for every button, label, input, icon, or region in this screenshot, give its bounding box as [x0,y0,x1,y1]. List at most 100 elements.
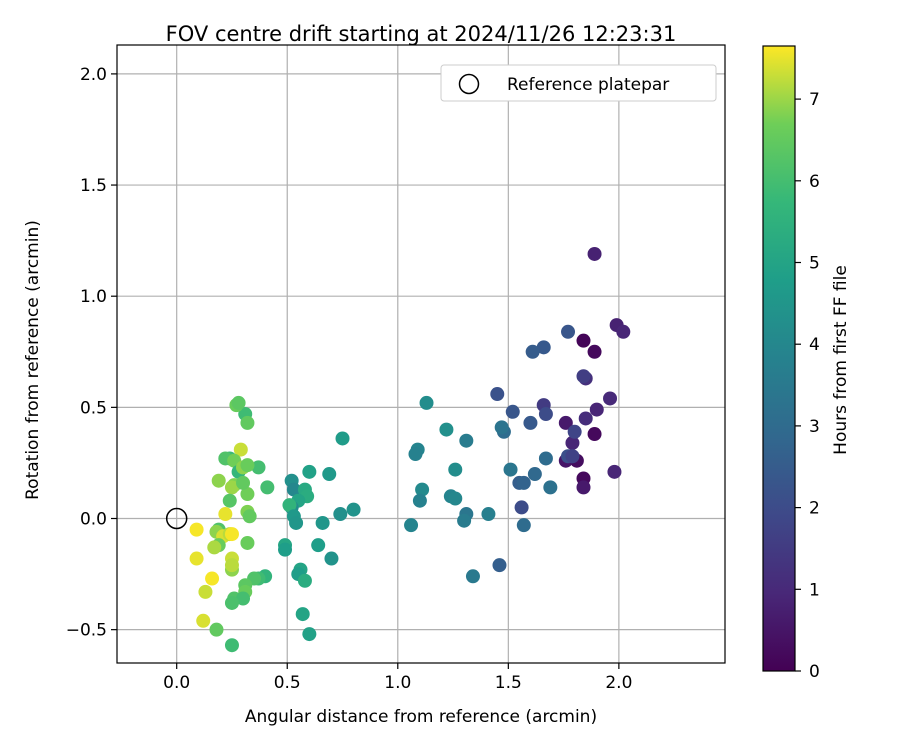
x-axis-ticks: 0.0 0.5 1.0 1.5 2.0 [163,663,632,693]
scatter-point [505,404,520,419]
legend-label: Reference platepar [507,75,669,95]
scatter-point [565,449,580,464]
colorbar-tick-label: 6 [809,172,820,192]
scatter-point [302,627,317,642]
scatter-point [240,487,255,502]
scatter-point [224,558,239,573]
scatter-point [448,491,463,506]
scatter-point [224,595,239,610]
scatter-point [209,622,224,637]
x-tick-label: 0.5 [274,673,301,693]
scatter-point [527,467,542,482]
x-tick-label: 0.0 [163,673,190,693]
scatter-point [333,507,348,522]
scatter-point [567,424,582,439]
scatter-point [240,415,255,430]
scatter-point [603,391,618,406]
scatter-point [408,447,423,462]
scatter-point [514,500,529,515]
scatter-point [525,344,540,359]
scatter-point [189,522,204,537]
colorbar-ticks: 0 1 2 3 4 5 6 7 [795,90,820,682]
scatter-point [315,515,330,530]
scatter-point [543,480,558,495]
scatter-point [576,333,591,348]
grid-lines [117,45,725,663]
scatter-point [240,535,255,550]
scatter-point [311,538,326,553]
scatter-point [587,427,602,442]
scatter-point [242,509,257,524]
y-tick-label: 1.5 [80,176,107,196]
scatter-point [516,475,531,490]
scatter-point [561,324,576,339]
scatter-point [302,464,317,479]
data-points [189,246,631,653]
scatter-point [282,498,297,513]
scatter-point [565,435,580,450]
scatter-point [198,584,213,599]
scatter-point [589,402,604,417]
plot-frame [116,44,726,664]
scatter-point [587,344,602,359]
colorbar-gradient [763,46,795,671]
y-tick-label: −0.5 [66,621,107,641]
colorbar-tick-label: 3 [809,417,820,437]
y-tick-label: 1.0 [80,287,107,307]
scatter-point [536,340,551,355]
scatter-point [492,558,507,573]
scatter-point [224,527,239,542]
scatter-point [558,415,573,430]
colorbar-tick-label: 5 [809,254,820,274]
scatter-point [297,573,312,588]
y-tick-label: 2.0 [80,65,107,85]
scatter-point [523,415,538,430]
scatter-point [481,507,496,522]
scatter-point [205,571,220,586]
x-axis-label: Angular distance from reference (arcmin) [245,707,597,727]
scatter-point [322,467,337,482]
scatter-point [576,480,591,495]
colorbar-tick-label: 2 [809,499,820,519]
scatter-point [196,613,211,628]
scatter-point [211,473,226,488]
scatter-point [448,462,463,477]
legend-frame [440,64,717,102]
scatter-point [457,513,472,528]
scatter-point [222,493,237,508]
scatter-point [324,551,339,566]
scatter-point [224,480,239,495]
scatter-point [224,638,239,653]
scatter-point [503,462,518,477]
legend: Reference platepar [440,64,717,102]
scatter-point [346,502,361,517]
x-tick-label: 1.0 [384,673,411,693]
scatter-point [233,442,248,457]
scatter-point [278,542,293,557]
scatter-point [490,387,505,402]
y-tick-label: 0.0 [80,510,107,530]
scatter-point [538,451,553,466]
scatter-point [465,569,480,584]
scatter-point [578,411,593,426]
reference-point [165,507,188,530]
colorbar-label: Hours from first FF file [831,265,851,455]
scatter-point [587,246,602,261]
chart-title: FOV centre drift starting at 2024/11/26 … [166,22,677,46]
scatter-point [240,458,255,473]
colorbar-tick-label: 0 [809,662,820,682]
scatter-point [218,507,233,522]
scatter-point [404,518,419,533]
x-tick-label: 2.0 [605,673,632,693]
scatter-point [236,475,251,490]
scatter-point [295,607,310,622]
scatter-point [494,420,509,435]
scatter-point [236,591,251,606]
x-tick-label: 1.5 [495,673,522,693]
scatter-point [231,395,246,410]
scatter-point [289,515,304,530]
scatter-point [412,493,427,508]
y-tick-label: 0.5 [80,398,107,418]
colorbar-frame [762,45,796,672]
